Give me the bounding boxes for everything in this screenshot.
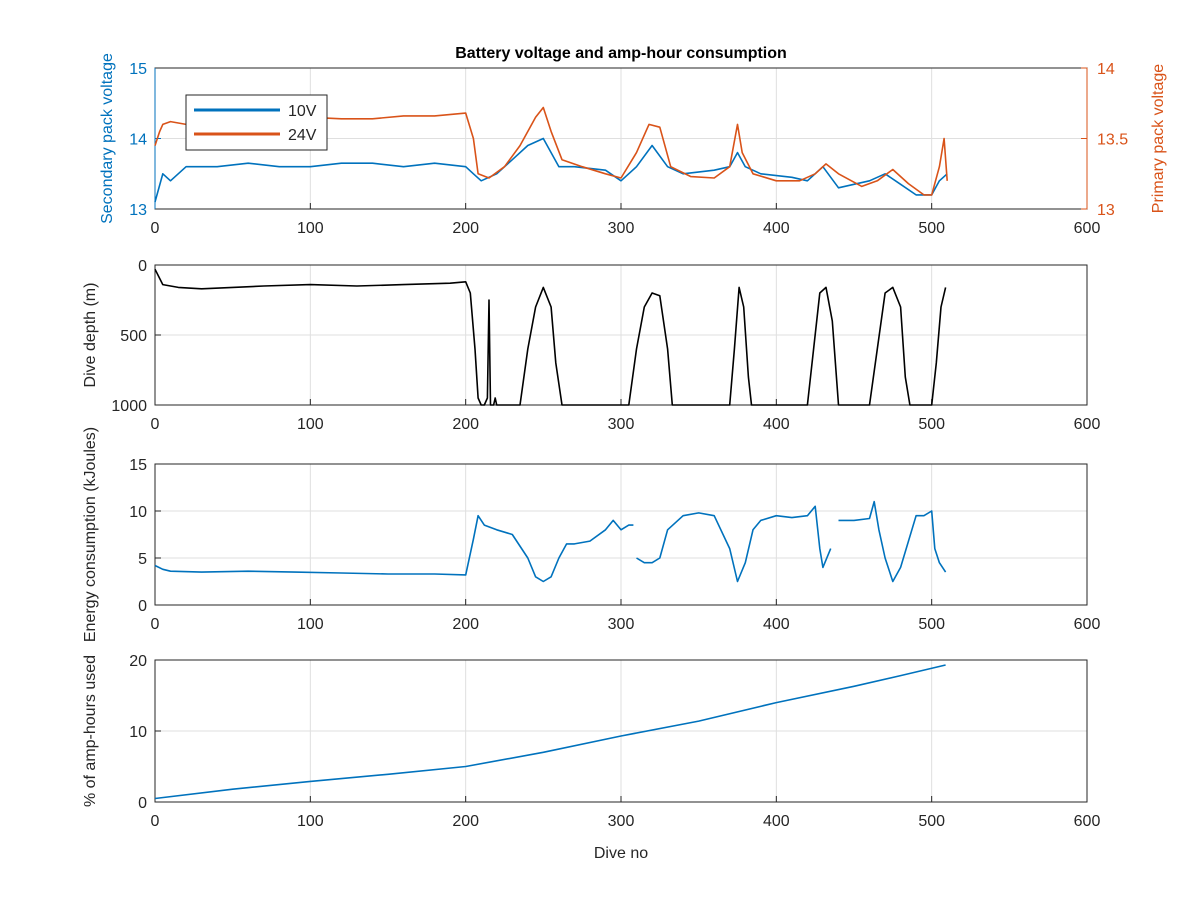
legend-box <box>185 94 328 151</box>
y-tick-label: 15 <box>129 457 147 474</box>
y-axis-label: Energy consumption (kJoules) <box>82 427 99 642</box>
x-tick-label: 0 <box>151 616 160 633</box>
x-tick-label: 400 <box>763 220 790 237</box>
axes-frame <box>154 659 1088 803</box>
panel-3 <box>154 463 1088 606</box>
y-tick-label: 10 <box>129 504 147 521</box>
x-tick-label: 400 <box>763 616 790 633</box>
x-tick-label: 200 <box>452 616 479 633</box>
x-tick-label: 100 <box>297 416 324 433</box>
y-tick-label: 1000 <box>111 398 147 415</box>
y-axis-label-right: Primary pack voltage <box>1150 64 1167 213</box>
y-tick-label: 15 <box>129 61 147 78</box>
y-axis-label: Dive depth (m) <box>82 283 99 388</box>
x-tick-label: 400 <box>763 813 790 830</box>
panel-2 <box>154 264 1088 406</box>
x-tick-label: 400 <box>763 416 790 433</box>
series-line-1 <box>154 268 947 406</box>
y-right-tick-label: 14 <box>1097 61 1115 78</box>
x-tick-label: 500 <box>918 616 945 633</box>
y-tick-label: 13 <box>129 202 147 219</box>
x-tick-label: 500 <box>918 416 945 433</box>
panel-1 <box>154 67 1088 210</box>
panel-4 <box>154 659 1088 803</box>
x-tick-label: 100 <box>297 813 324 830</box>
y-tick-label: 0 <box>138 598 147 615</box>
series-line-1 <box>154 664 946 800</box>
x-tick-label: 600 <box>1074 813 1101 830</box>
x-tick-label: 300 <box>608 416 635 433</box>
x-tick-label: 0 <box>151 813 160 830</box>
x-tick-label: 200 <box>452 220 479 237</box>
x-tick-label: 600 <box>1074 416 1101 433</box>
series-line-1 <box>154 500 947 583</box>
legend-label: 24V <box>288 127 317 144</box>
chart-title: Battery voltage and amp-hour consumption <box>455 45 787 62</box>
y-tick-label: 14 <box>129 132 147 149</box>
x-tick-label: 600 <box>1074 616 1101 633</box>
x-tick-label: 300 <box>608 616 635 633</box>
y-tick-label: 0 <box>138 258 147 275</box>
x-tick-label: 0 <box>151 220 160 237</box>
axes-frame <box>154 463 1088 606</box>
y-tick-label: 10 <box>129 724 147 741</box>
x-tick-label: 0 <box>151 416 160 433</box>
y-right-tick-label: 13 <box>1097 202 1115 219</box>
y-tick-label: 500 <box>120 328 147 345</box>
x-tick-label: 100 <box>297 220 324 237</box>
x-tick-label: 300 <box>608 220 635 237</box>
y-tick-label: 20 <box>129 653 147 670</box>
y-tick-label: 0 <box>138 795 147 812</box>
x-tick-label: 500 <box>918 813 945 830</box>
y-tick-label: 5 <box>138 551 147 568</box>
x-axis-label: Dive no <box>594 845 648 862</box>
x-tick-label: 300 <box>608 813 635 830</box>
y-right-tick-label: 13.5 <box>1097 132 1128 149</box>
x-tick-label: 200 <box>452 416 479 433</box>
y-axis-label: % of amp-hours used <box>82 655 99 807</box>
y-axis-label: Secondary pack voltage <box>99 53 116 224</box>
x-tick-label: 200 <box>452 813 479 830</box>
legend-label: 10V <box>288 103 317 120</box>
x-tick-label: 600 <box>1074 220 1101 237</box>
x-tick-label: 100 <box>297 616 324 633</box>
x-tick-label: 500 <box>918 220 945 237</box>
